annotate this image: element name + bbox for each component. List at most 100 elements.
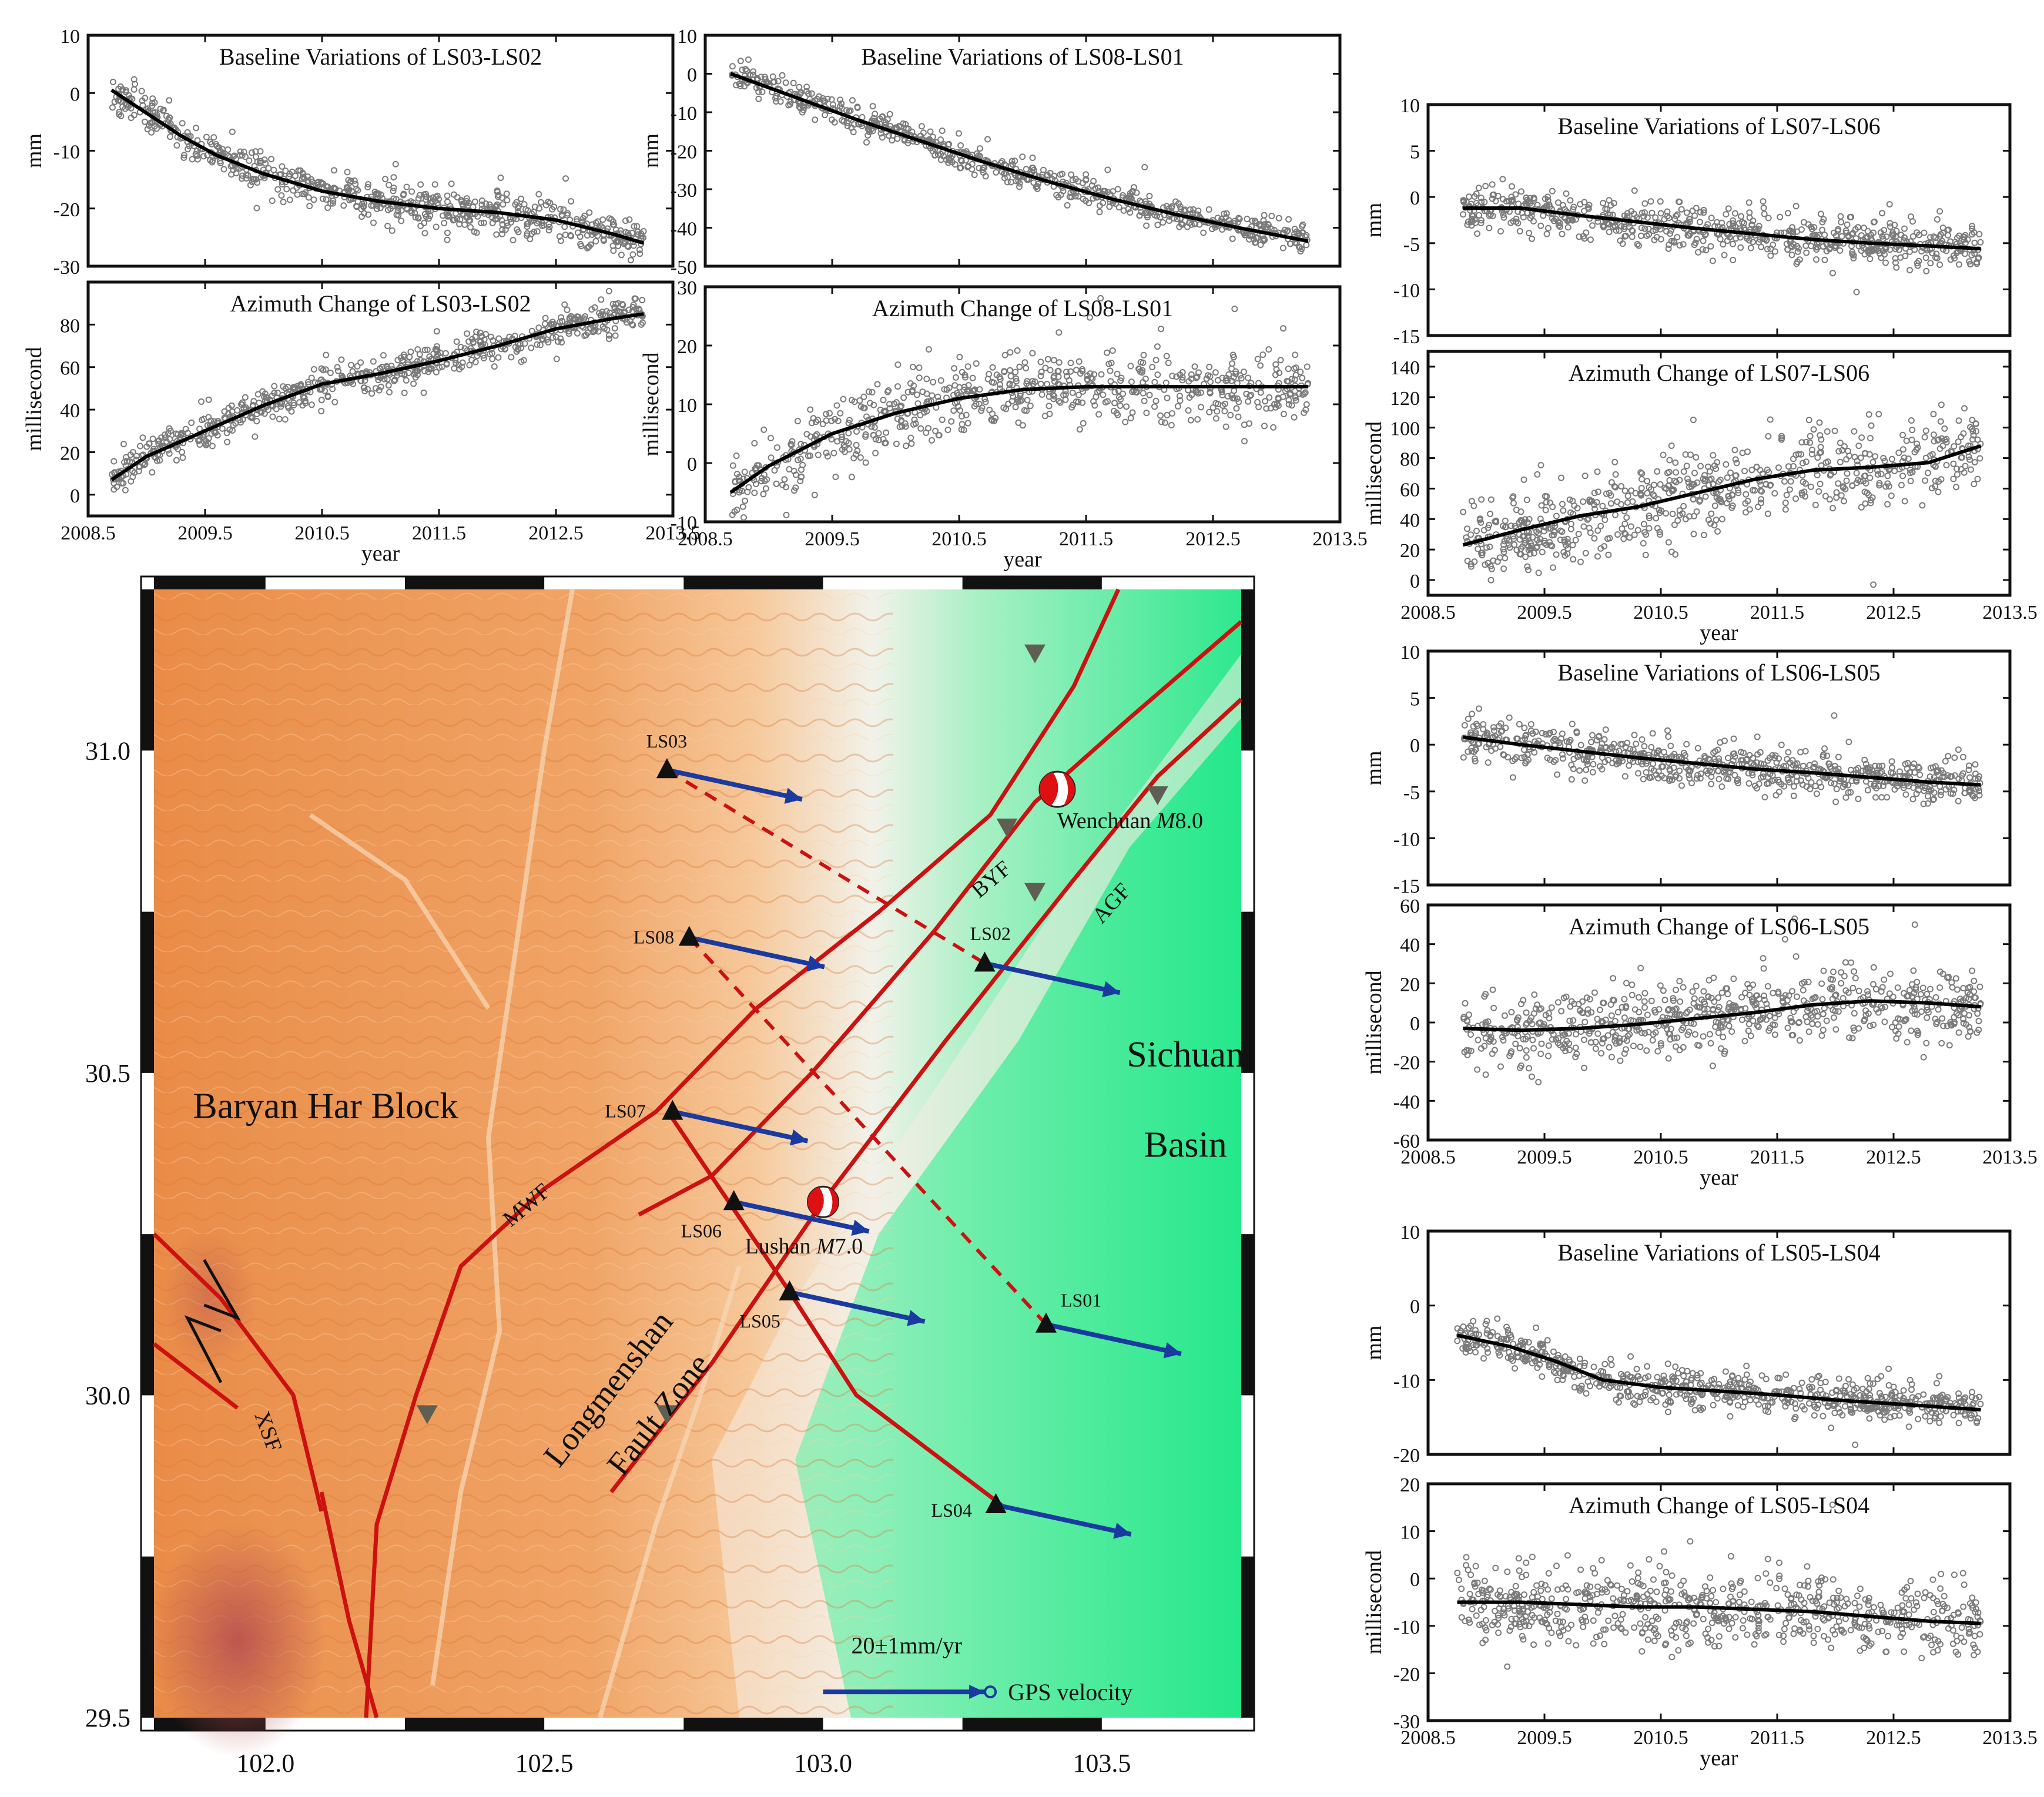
data-point — [521, 340, 528, 347]
data-point — [199, 417, 205, 424]
data-point — [110, 486, 118, 493]
data-point — [261, 156, 268, 163]
y-tick-label: 40 — [60, 400, 80, 422]
data-point — [565, 328, 572, 335]
y-tick-label: 60 — [60, 358, 80, 380]
data-point — [453, 338, 460, 345]
data-point — [603, 308, 610, 315]
y-axis-label: millisecond — [639, 352, 664, 456]
data-point — [426, 195, 433, 202]
data-point — [338, 356, 345, 363]
y-tick-label: 10 — [1400, 95, 1420, 117]
data-point — [324, 204, 331, 211]
data-point — [491, 363, 498, 370]
data-point — [638, 321, 645, 328]
x-tick-label: 2010.5 — [294, 522, 350, 544]
data-point — [130, 76, 138, 83]
data-point — [335, 367, 341, 374]
data-point — [353, 203, 360, 210]
data-point — [370, 219, 377, 226]
data-point — [902, 121, 909, 128]
data-point — [156, 457, 163, 464]
data-point — [626, 216, 633, 223]
data-point — [139, 102, 146, 109]
data-point — [417, 222, 424, 229]
data-point — [340, 202, 347, 209]
data-point — [148, 129, 155, 136]
data-point — [561, 223, 568, 230]
data-point — [173, 430, 180, 437]
data-point — [573, 216, 580, 223]
data-point — [471, 228, 478, 235]
data-point — [749, 71, 756, 78]
data-point — [146, 122, 152, 129]
data-point — [542, 314, 549, 321]
data-point — [480, 352, 487, 359]
data-point — [508, 354, 515, 361]
data-point — [1235, 214, 1242, 222]
data-point — [514, 346, 521, 353]
data-point — [582, 331, 589, 338]
data-point — [334, 364, 341, 371]
data-point — [200, 153, 207, 160]
trend-line — [110, 312, 644, 481]
data-point — [568, 198, 574, 205]
data-point — [556, 233, 563, 240]
data-point — [295, 167, 302, 174]
data-point — [486, 201, 493, 208]
data-point — [331, 398, 339, 405]
data-point — [430, 350, 437, 357]
data-point — [378, 363, 386, 370]
data-point — [109, 104, 116, 111]
data-point — [636, 250, 644, 257]
data-point — [553, 356, 560, 363]
data-point — [250, 398, 257, 405]
data-point — [117, 98, 124, 105]
data-point — [869, 103, 876, 110]
data-point — [459, 212, 466, 219]
data-point — [434, 192, 441, 199]
data-point — [609, 242, 616, 249]
data-point — [480, 355, 487, 361]
data-point — [503, 190, 510, 197]
data-point — [137, 442, 143, 450]
data-point — [354, 363, 361, 370]
data-point — [248, 149, 255, 156]
data-point — [480, 219, 487, 226]
ls03-ls02-azimuth-panel: Azimuth Change of LS03-LS02806040200mill… — [22, 280, 701, 566]
data-point — [844, 123, 851, 129]
data-point — [188, 419, 195, 426]
data-point — [143, 443, 150, 450]
data-point — [957, 142, 964, 149]
data-point — [501, 346, 508, 353]
data-point — [269, 413, 276, 420]
data-point — [370, 358, 377, 365]
data-point — [604, 326, 611, 333]
data-point — [158, 434, 165, 441]
y-tick-label: 20 — [677, 336, 697, 358]
data-point — [149, 469, 156, 476]
data-point — [283, 186, 290, 193]
data-point — [416, 192, 423, 199]
data-point — [149, 102, 156, 109]
data-point — [421, 230, 428, 237]
data-point — [564, 306, 571, 313]
data-point — [234, 407, 241, 414]
data-point — [482, 331, 489, 338]
data-point — [237, 148, 244, 155]
data-point — [434, 346, 441, 353]
data-point — [386, 182, 393, 189]
y-tick-label: 140 — [1390, 357, 1420, 379]
data-point — [271, 390, 278, 397]
data-point — [291, 384, 299, 391]
data-point — [217, 148, 224, 155]
data-point — [530, 209, 537, 215]
data-point — [376, 387, 383, 394]
data-point — [195, 438, 202, 444]
data-point — [318, 408, 325, 415]
data-point — [423, 213, 430, 220]
data-point — [592, 327, 599, 334]
data-point — [433, 193, 440, 200]
data-point — [277, 403, 284, 410]
data-point — [217, 160, 224, 167]
